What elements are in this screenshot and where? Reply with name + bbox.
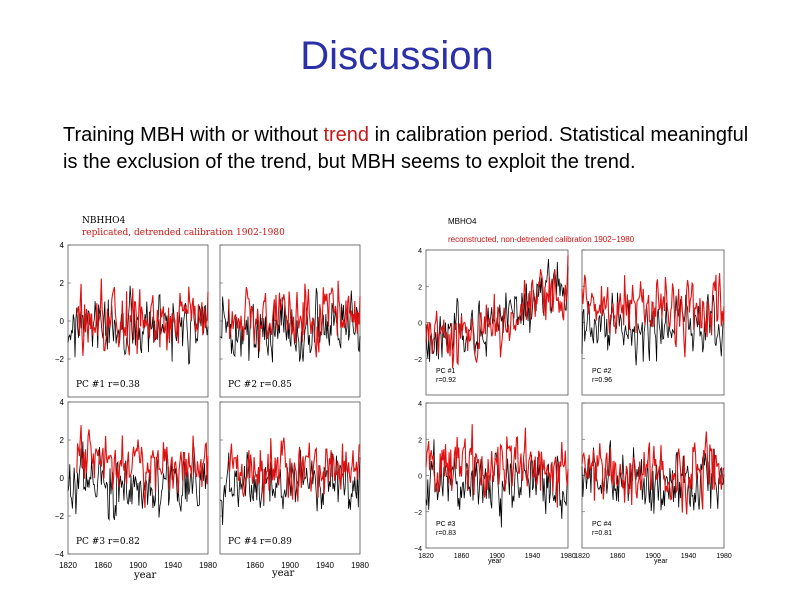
left-panel-3: 4 2 0 −2 −4 PC #3 r=0.82 1820 1860 1900 1940 1980 [55, 398, 218, 570]
fig-right-header-1: MBHO4 [448, 217, 477, 226]
figure-left-detrended: NBHHO4 replicated, detrended calibration… [55, 216, 370, 581]
right-r-label: r=0.92 [436, 377, 456, 384]
right-r-label: r=0.83 [436, 530, 456, 537]
right-r-label: r=0.96 [592, 377, 612, 384]
right-series-red-line [581, 273, 725, 358]
right-ytick-label: 2 [418, 437, 422, 444]
right-ytick-label: 4 [418, 401, 422, 408]
body-text-part1: Training MBH with or without [63, 124, 324, 146]
left-r-label: r=0.89 [260, 537, 292, 547]
fig-left-header-1: NBHHO4 [82, 216, 126, 226]
left-pc-label: PC #3 [76, 537, 105, 547]
right-panel-2: PC #2 r=0.96 [581, 249, 725, 396]
right-r-label: r=0.81 [592, 530, 612, 537]
right-ytick-label: 4 [418, 248, 422, 255]
left-ytick-label: −2 [55, 512, 65, 521]
right-xtick-label: 1820 [574, 553, 590, 560]
left-xtick-label: 1860 [246, 561, 264, 570]
left-panel-frame-3 [67, 401, 209, 555]
right-xtick-label: 1940 [681, 553, 697, 560]
left-xtick-label: 1900 [129, 561, 147, 570]
right-series-red-line [425, 255, 569, 369]
right-xtick-label: 1980 [560, 553, 576, 560]
left-panel-4: PC #4 r=0.89 1860 1900 1940 1980 [219, 401, 369, 570]
fig-right-xlabel-1: year [488, 558, 502, 565]
left-xtick-label: 1940 [164, 561, 182, 570]
left-xtick-label: 1980 [351, 561, 369, 570]
fig-right-xlabel-2: year [654, 558, 668, 565]
left-series-black-line [67, 441, 209, 522]
left-ytick-label: −4 [55, 550, 65, 559]
left-ytick-label: 2 [60, 279, 65, 288]
figure-right-non-detrended: MBHO4 reconstructed, non-detrended calib… [414, 217, 732, 565]
left-pc-label: PC #4 [228, 537, 257, 547]
right-series-red-line [425, 424, 569, 508]
right-panel-3: 4 2 0 −2 −4 PC #3 r=0.83 1820 1860 1900 1940 1980 [414, 401, 576, 560]
right-ytick-label: 2 [418, 284, 422, 291]
left-ytick-label: 0 [60, 317, 65, 326]
right-xtick-label: 1860 [454, 553, 470, 560]
left-panel-1: 4 2 0 −2 PC #1 r=0.38 [55, 241, 209, 398]
left-series-red-line [76, 425, 209, 508]
fig-right-panels: 4 2 0 −2 PC #1 r=0.92 PC #2 r=0.96 4 2 0 −2 −4 PC #3 r… [414, 248, 732, 560]
fig-left-xlabel-2: year [271, 568, 295, 579]
right-series-red-line [581, 431, 725, 515]
right-pc-label: PC #2 [592, 368, 612, 375]
right-ytick-label: −4 [414, 546, 422, 553]
left-panel-2: PC #2 r=0.85 [219, 244, 361, 398]
fig-left-xlabel-1: year [133, 570, 157, 581]
right-xtick-label: 1900 [489, 553, 505, 560]
slide-body-text: Training MBH with or without trend in ca… [63, 122, 763, 176]
right-ytick-label: −2 [414, 510, 422, 517]
left-ytick-label: 4 [60, 398, 65, 407]
right-pc-label: PC #1 [436, 368, 456, 375]
fig-right-header-2: reconstructed, non-detrended calibration… [448, 235, 635, 244]
left-ytick-label: −2 [55, 355, 65, 364]
left-xtick-label: 1900 [281, 561, 299, 570]
left-r-label: r=0.38 [108, 380, 140, 390]
right-xtick-label: 1980 [716, 553, 732, 560]
left-xtick-label: 1820 [59, 561, 77, 570]
right-ytick-label: 0 [418, 474, 422, 481]
left-xtick-label: 1940 [316, 561, 334, 570]
right-panel-4: PC #4 r=0.81 1820 1860 1900 1940 1980 [574, 402, 732, 560]
left-r-label: r=0.82 [108, 537, 140, 547]
slide-title: Discussion [300, 34, 494, 78]
left-series-red-line [228, 280, 361, 358]
right-xtick-label: 1900 [645, 553, 661, 560]
body-highlight-trend: trend [323, 124, 370, 146]
left-pc-label: PC #1 [76, 380, 105, 390]
body-text-part2: in calibration period. Statistical meani… [63, 124, 749, 173]
right-xtick-label: 1820 [418, 553, 434, 560]
left-pc-label: PC #2 [228, 380, 257, 390]
left-series-red-line [76, 278, 209, 356]
right-xtick-label: 1940 [525, 553, 541, 560]
left-xtick-label: 1980 [199, 561, 217, 570]
right-pc-label: PC #4 [592, 521, 612, 528]
left-series-black-line [220, 449, 361, 526]
right-pc-label: PC #3 [436, 521, 456, 528]
left-ytick-label: 2 [60, 436, 65, 445]
right-ytick-label: 0 [418, 321, 422, 328]
left-series-red-line [228, 437, 361, 504]
left-ytick-label: 4 [60, 241, 65, 250]
left-ytick-label: 0 [60, 474, 65, 483]
right-xtick-label: 1860 [610, 553, 626, 560]
right-panel-1: 4 2 0 −2 PC #1 r=0.92 [414, 248, 569, 396]
right-ytick-label: −2 [414, 357, 422, 364]
fig-left-header-2: replicated, detrended calibration 1902-1… [82, 228, 285, 238]
right-series-black-line [425, 439, 569, 528]
left-xtick-label: 1860 [94, 561, 112, 570]
left-r-label: r=0.85 [260, 380, 292, 390]
